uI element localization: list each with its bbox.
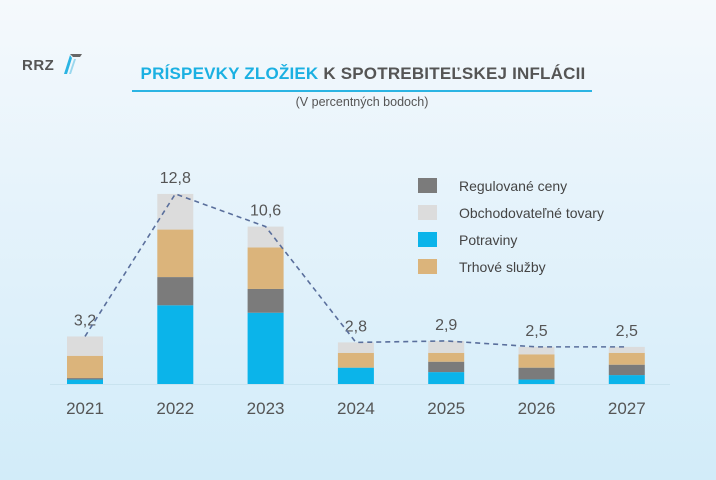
logo-text: RRZ bbox=[22, 57, 55, 74]
total-label-2025: 2,9 bbox=[435, 317, 457, 334]
bar-segment-regulované-ceny-2022 bbox=[157, 277, 194, 306]
legend-label: Obchodovateľné tovary bbox=[459, 204, 604, 221]
legend-item: Trhové služby bbox=[418, 253, 604, 280]
bar-segment-regulované-ceny-2021 bbox=[67, 378, 103, 380]
x-tick-label-2025: 2025 bbox=[427, 399, 465, 418]
bar-segment-trhové-služby-2025 bbox=[428, 352, 465, 362]
bar-segment-obchodovateľné-tovary-2025 bbox=[428, 340, 465, 353]
bar-segment-potraviny-2023 bbox=[247, 312, 284, 384]
x-tick-label-2022: 2022 bbox=[156, 399, 194, 418]
legend: Regulované ceny Obchodovateľné tovary Potr… bbox=[418, 172, 604, 280]
legend-swatch bbox=[418, 259, 437, 274]
logo-mark-icon bbox=[64, 54, 82, 74]
bar-segment-obchodovateľné-tovary-2021 bbox=[67, 336, 103, 356]
bar-segment-potraviny-2022 bbox=[157, 305, 194, 384]
legend-swatch bbox=[418, 205, 437, 220]
bar-segment-trhové-služby-2021 bbox=[67, 355, 103, 379]
bar-segment-regulované-ceny-2027 bbox=[608, 364, 645, 376]
total-label-2024: 2,8 bbox=[345, 318, 367, 335]
title-highlight: PRÍSPEVKY ZLOŽIEK bbox=[140, 64, 319, 83]
bar-segment-trhové-služby-2024 bbox=[337, 352, 374, 368]
legend-label: Regulované ceny bbox=[459, 177, 568, 194]
chart-title: PRÍSPEVKY ZLOŽIEK K SPOTREBITEĽSKEJ INFL… bbox=[130, 64, 596, 84]
bar-segment-trhové-služby-2027 bbox=[608, 352, 645, 365]
bar-segment-obchodovateľné-tovary-2024 bbox=[337, 342, 374, 353]
legend-swatch bbox=[418, 178, 437, 193]
bar-segment-potraviny-2021 bbox=[67, 379, 103, 384]
x-tick-label-2023: 2023 bbox=[247, 399, 285, 418]
bar-segment-trhové-služby-2023 bbox=[247, 247, 284, 289]
total-label-2027: 2,5 bbox=[616, 323, 638, 340]
bar-segment-obchodovateľné-tovary-2023 bbox=[247, 226, 284, 248]
bar-segment-trhové-služby-2022 bbox=[157, 229, 194, 278]
title-rest: K SPOTREBITEĽSKEJ INFLÁCII bbox=[323, 64, 586, 83]
legend-label: Trhové služby bbox=[459, 258, 546, 275]
x-tick-label-2021: 2021 bbox=[66, 399, 104, 418]
bar-segment-obchodovateľné-tovary-2026 bbox=[518, 346, 555, 355]
total-label-2026: 2,5 bbox=[525, 323, 547, 340]
x-tick-label-2027: 2027 bbox=[608, 399, 646, 418]
total-label-2022: 12,8 bbox=[160, 170, 191, 187]
bar-segment-regulované-ceny-2026 bbox=[518, 367, 555, 380]
total-label-2023: 10,6 bbox=[250, 203, 281, 220]
rrz-logo: RRZ bbox=[22, 54, 82, 74]
chart-subtitle: (V percentných bodoch) bbox=[295, 95, 429, 109]
legend-swatch bbox=[418, 232, 437, 247]
legend-item: Potraviny bbox=[418, 226, 604, 253]
legend-item: Obchodovateľné tovary bbox=[418, 199, 604, 226]
legend-item: Regulované ceny bbox=[418, 172, 604, 199]
bar-segment-potraviny-2024 bbox=[337, 367, 374, 384]
title-underline bbox=[132, 90, 592, 92]
x-tick-label-2026: 2026 bbox=[518, 399, 556, 418]
bar-segment-obchodovateľné-tovary-2027 bbox=[608, 346, 645, 353]
bar-segment-potraviny-2027 bbox=[608, 375, 645, 384]
bar-segment-potraviny-2026 bbox=[518, 379, 555, 384]
x-tick-label-2024: 2024 bbox=[337, 399, 375, 418]
bar-segment-trhové-služby-2026 bbox=[518, 354, 555, 368]
bar-segment-regulované-ceny-2023 bbox=[247, 288, 284, 313]
total-label-2021: 3,2 bbox=[74, 312, 96, 329]
bar-segment-regulované-ceny-2025 bbox=[428, 361, 465, 373]
legend-label: Potraviny bbox=[459, 231, 518, 248]
bar-segment-potraviny-2025 bbox=[428, 372, 465, 384]
